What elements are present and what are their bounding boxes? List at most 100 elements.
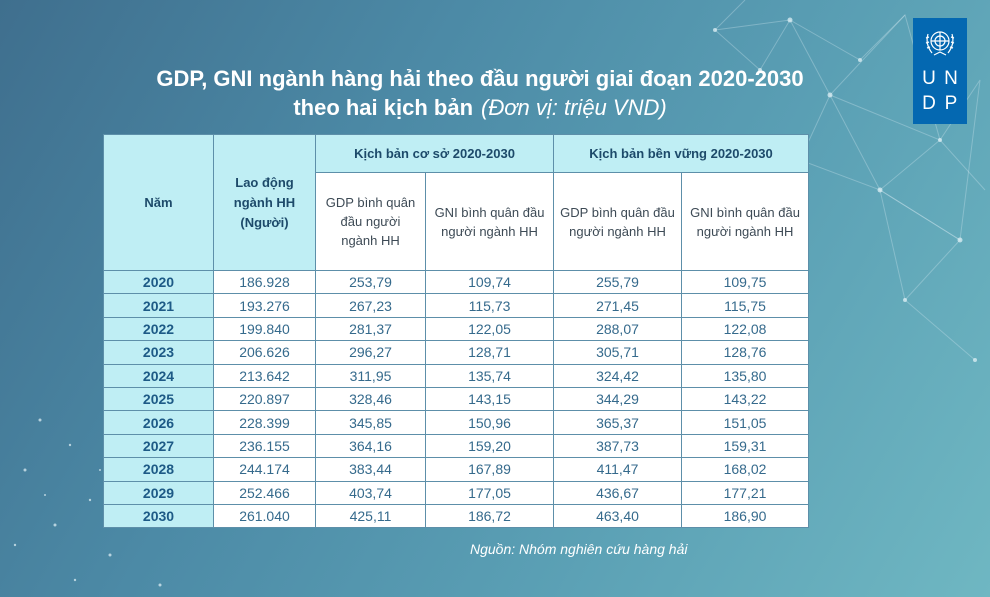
table-row: 2027 236.155 364,16 159,20 387,73 159,31 [103,433,810,459]
cell-gdp-base: 311,95 [315,363,426,388]
cell-labor: 228.399 [213,410,316,435]
title-line-2: theo hai kịch bản (Đơn vị: triệu VND) [80,93,880,122]
cell-year: 2028 [103,457,214,482]
cell-labor: 252.466 [213,480,316,505]
cell-gni-base: 115,73 [425,293,554,318]
cell-labor: 220.897 [213,386,316,412]
cell-labor: 244.174 [213,457,316,482]
cell-gdp-sustainable: 305,71 [553,340,682,365]
cell-gni-sustainable: 143,22 [680,386,810,412]
cell-year: 2029 [103,480,214,505]
header-year: Năm [103,134,214,271]
cell-gdp-base: 267,23 [315,293,426,318]
cell-labor: 186.928 [213,269,316,295]
cell-gdp-sustainable: 436,67 [553,480,682,505]
table-row: 2021 193.276 267,23 115,73 271,45 115,75 [103,293,810,318]
title-line-2-text: theo hai kịch bản [293,95,474,120]
gdp-gni-table: Năm Lao động ngành HH (Người) Kịch bản c… [103,134,810,529]
cell-year: 2025 [103,386,214,412]
cell-gdp-sustainable: 255,79 [553,269,682,295]
cell-gni-sustainable: 109,75 [680,269,810,295]
cell-gdp-sustainable: 324,42 [553,363,682,388]
cell-gni-sustainable: 159,31 [680,433,810,459]
cell-gdp-sustainable: 463,40 [553,503,682,529]
header-scenario-base: Kịch bản cơ sở 2020-2030 [315,134,554,173]
header-scenario-sustainable: Kịch bản bền vững 2020-2030 [552,134,810,173]
table-row: 2023 206.626 296,27 128,71 305,71 128,76 [103,340,810,365]
table-row: 2030 261.040 425,11 186,72 463,40 186,90 [103,503,810,529]
logo-letter-u: U [922,68,936,89]
logo-letter-p: P [944,93,958,114]
undp-letters: U N D P [918,66,962,116]
cell-gdp-base: 345,85 [315,410,426,435]
cell-gdp-base: 425,11 [315,503,426,529]
cell-gdp-sustainable: 365,37 [553,410,682,435]
cell-gni-sustainable: 115,75 [680,293,810,318]
cell-gni-base: 186,72 [425,503,554,529]
cell-gni-base: 135,74 [425,363,554,388]
un-emblem-icon [925,31,955,56]
cell-gdp-base: 383,44 [315,457,426,482]
cell-gdp-sustainable: 344,29 [553,386,682,412]
cell-year: 2030 [103,503,214,529]
header-labor: Lao động ngành HH (Người) [213,134,316,271]
header-gdp-sustainable: GDP bình quân đầu người ngành HH [553,172,682,271]
cell-gdp-base: 296,27 [315,340,426,365]
cell-gni-base: 122,05 [425,316,554,342]
cell-gdp-sustainable: 288,07 [553,316,682,342]
cell-year: 2026 [103,410,214,435]
logo-letter-d: D [922,93,936,114]
cell-labor: 199.840 [213,316,316,342]
title-unit: (Đơn vị: triệu VND) [481,95,667,120]
table-row: 2020 186.928 253,79 109,74 255,79 109,75 [103,269,810,295]
cell-gni-base: 167,89 [425,457,554,482]
cell-gdp-base: 403,74 [315,480,426,505]
cell-gni-base: 143,15 [425,386,554,412]
cell-labor: 236.155 [213,433,316,459]
cell-gdp-base: 328,46 [315,386,426,412]
header-gni-base: GNI bình quân đầu người ngành HH [425,172,554,271]
title-line-1: GDP, GNI ngành hàng hải theo đầu người g… [156,66,804,91]
cell-year: 2022 [103,316,214,342]
cell-year: 2020 [103,269,214,295]
cell-gni-base: 128,71 [425,340,554,365]
cell-gni-sustainable: 186,90 [680,503,810,529]
cell-gdp-sustainable: 387,73 [553,433,682,459]
cell-gni-sustainable: 135,80 [680,363,810,388]
table-row: 2028 244.174 383,44 167,89 411,47 168,02 [103,457,810,482]
table-row: 2022 199.840 281,37 122,05 288,07 122,08 [103,316,810,342]
cell-gdp-base: 253,79 [315,269,426,295]
cell-gdp-sustainable: 411,47 [553,457,682,482]
cell-labor: 206.626 [213,340,316,365]
logo-letter-n: N [944,68,958,89]
cell-year: 2023 [103,340,214,365]
undp-logo: U N D P [913,18,967,124]
cell-gdp-base: 281,37 [315,316,426,342]
table-row: 2025 220.897 328,46 143,15 344,29 143,22 [103,386,810,412]
cell-gni-base: 109,74 [425,269,554,295]
table-row: 2024 213.642 311,95 135,74 324,42 135,80 [103,363,810,388]
cell-gni-sustainable: 151,05 [680,410,810,435]
cell-gni-base: 150,96 [425,410,554,435]
source-note: Nguồn: Nhóm nghiên cứu hàng hải [470,541,688,557]
cell-year: 2024 [103,363,214,388]
cell-labor: 213.642 [213,363,316,388]
cell-gni-sustainable: 177,21 [680,480,810,505]
cell-labor: 261.040 [213,503,316,529]
cell-gni-sustainable: 168,02 [680,457,810,482]
header-gni-sustainable: GNI bình quân đầu người ngành HH [680,172,810,271]
cell-year: 2027 [103,433,214,459]
cell-gni-sustainable: 128,76 [680,340,810,365]
table-row: 2029 252.466 403,74 177,05 436,67 177,21 [103,480,810,505]
table-body: 2020 186.928 253,79 109,74 255,79 109,75 2021 1… [103,269,810,529]
cell-year: 2021 [103,293,214,318]
page-title: GDP, GNI ngành hàng hải theo đầu người g… [80,64,880,122]
cell-gdp-sustainable: 271,45 [553,293,682,318]
cell-gni-sustainable: 122,08 [680,316,810,342]
cell-gni-base: 159,20 [425,433,554,459]
cell-gdp-base: 364,16 [315,433,426,459]
cell-labor: 193.276 [213,293,316,318]
header-gdp-base: GDP bình quân đầu người ngành HH [315,172,426,271]
table-row: 2026 228.399 345,85 150,96 365,37 151,05 [103,410,810,435]
cell-gni-base: 177,05 [425,480,554,505]
